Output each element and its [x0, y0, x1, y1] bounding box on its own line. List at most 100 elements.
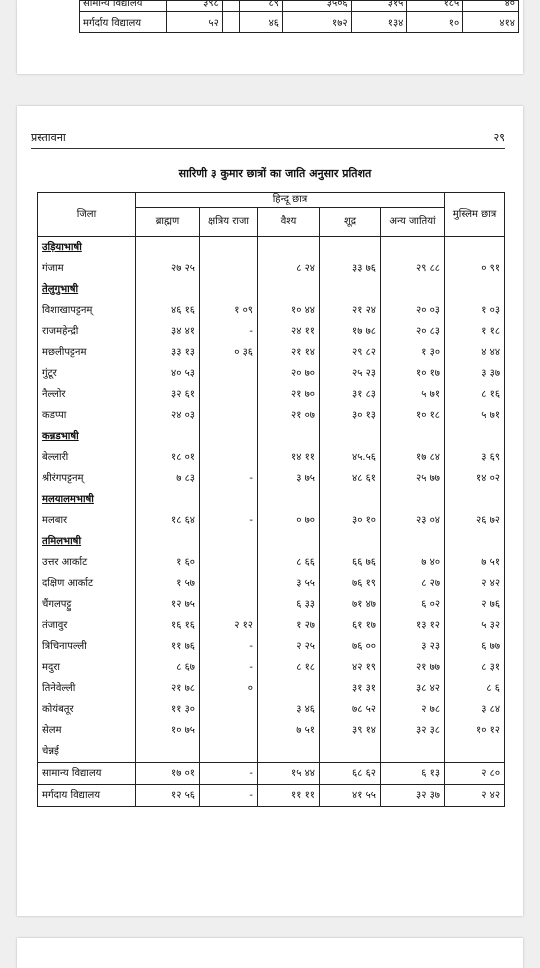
cell	[444, 741, 506, 763]
cell: ३ ५५	[257, 573, 320, 594]
cell: २ १२	[199, 615, 258, 636]
language-group-label: तेलुगुभाषी	[37, 279, 136, 300]
district-label: गुंटूर	[37, 363, 136, 384]
cell: १२ ७५	[135, 594, 200, 615]
cell: २० ०३	[379, 300, 446, 321]
district-label: तंजावुर	[37, 615, 136, 636]
cell: ६ १३	[379, 762, 446, 785]
cell: २१ ७८	[135, 678, 200, 699]
cell: ८ २७	[379, 573, 446, 594]
table-row: बेल्लारी १८ ०१ १४ ११ ४५.५६ १७ ८४ ३ ६९	[37, 447, 506, 468]
cell: ६८ ६२	[319, 762, 381, 785]
cell	[199, 573, 258, 594]
table-row: श्रीरंगपट्टनम् ७ ८३-३ ७५ ४८ ६१ २५ ७७ १४ ०२	[37, 468, 506, 489]
cell	[199, 258, 258, 279]
cell	[379, 489, 446, 510]
cell: ८ ६६	[257, 552, 320, 573]
cell: १२ ५६	[135, 784, 200, 807]
cell: ३५०६	[281, 0, 352, 12]
table-row: चैंगलपट्टु १२ ७५ ६ ३३ ७१ ४७ ६ ०२ २ ७६	[37, 594, 506, 615]
cell: १३ १२	[379, 615, 446, 636]
table-row: चेन्नई	[37, 741, 506, 763]
cell: ७ ५१	[257, 720, 320, 741]
cell: -	[199, 657, 258, 678]
cell	[135, 531, 200, 552]
header-muslim-students: मुस्लिम छात्र	[444, 192, 506, 237]
cell: ६ ०२	[379, 594, 446, 615]
cell: ७ ५१	[444, 552, 506, 573]
table-row: गुंटूर ४० ५३ २० ७० २५ २३ १० १७ ३ ३७	[37, 363, 506, 384]
header-vaishya: वैश्य	[257, 207, 320, 237]
district-label: मदुरा	[37, 657, 136, 678]
table-row: तंजावुर १६ १६ २ १२ १ २७ ६१ १७ १३ १२ ५ ३२	[37, 615, 506, 636]
cell: -	[199, 784, 258, 807]
cell: ६ ७७	[444, 636, 506, 657]
cell	[135, 279, 200, 300]
cell: -	[199, 468, 258, 489]
table-row: नैल्लोर ३२ ६१ २१ ७० ३१ ८३ ५ ७१ ८ १६	[37, 384, 506, 405]
table-caption: सारिणी ३ कुमार छात्रों का जाति अनुसार प्…	[178, 167, 372, 180]
table-row: मर्गदाय विद्यालय १२ ५६-११ ११ ४१ ५५ ३२ ३७ २ ४…	[37, 784, 506, 807]
district-label: श्रीरंगपट्टनम्	[37, 468, 136, 489]
cell: ३९ १४	[319, 720, 381, 741]
cell: २० ७०	[257, 363, 320, 384]
cell	[199, 279, 258, 300]
cell: २९ ८२	[319, 342, 381, 363]
cell	[379, 279, 446, 300]
cell: २ ४२	[444, 784, 506, 807]
district-label: मर्गदाय विद्यालय	[37, 784, 136, 807]
cell	[199, 447, 258, 468]
cell: -	[199, 762, 258, 785]
cell: २१ ७०	[257, 384, 320, 405]
cell	[257, 236, 320, 258]
group-heading-row: उड़ियाभाषी	[37, 236, 506, 258]
cell: ३ ६९	[444, 447, 506, 468]
cell	[135, 741, 200, 763]
table-body: उड़ियाभाषी गंजाम २७ २५ ८ २४ ३३ ७६ २९ ८८ ० ९१ ते…	[37, 236, 506, 807]
cell: २१ १४	[257, 342, 320, 363]
cell: ८ ३१	[444, 657, 506, 678]
cell: १०	[406, 11, 464, 33]
cell: २५ ७७	[379, 468, 446, 489]
previous-page-fragment: सामान्य विद्यालय ३९८ ८९ ३५०६ ३१५ १८५ ४० …	[17, 0, 523, 74]
cell	[199, 531, 258, 552]
cell	[135, 426, 200, 447]
page-number: २९	[493, 131, 505, 144]
cell: ३१ ३१	[319, 678, 381, 699]
header-row: ब्राह्मण क्षत्रिय राजा वैश्य शूद्र अन्य …	[38, 207, 505, 237]
cell: ४०	[462, 0, 519, 12]
cell: ५ ७१	[444, 405, 506, 426]
cell: ३ ७५	[257, 468, 320, 489]
cell: ८ ६७	[135, 657, 200, 678]
cell: ७६ १९	[319, 573, 381, 594]
cell: १८५	[406, 0, 464, 12]
cell: २ ७६	[444, 594, 506, 615]
table-row: मछलीपट्टनम ३३ १३ ० ३६ २१ १४ २९ ८२ १ ३० ४ ४४	[37, 342, 506, 363]
cell: ४५.५६	[319, 447, 381, 468]
cell: ३१५	[350, 0, 408, 12]
cell	[257, 279, 320, 300]
cell: ८ २४	[257, 258, 320, 279]
cell: २ ७८	[379, 699, 446, 720]
table-row: सेलम १० ७५ ७ ५१ ३९ १४ ३२ ३८ १० १२	[37, 720, 506, 741]
cell	[199, 594, 258, 615]
district-label: मछलीपट्टनम	[37, 342, 136, 363]
cell: ५२	[166, 11, 223, 33]
cell: १ १८	[444, 321, 506, 342]
district-label: चेन्नई	[37, 741, 136, 763]
table-row: विशाखापट्टनम् ४६ १६ १ ०९ १० ४४ २१ २४ २० ०३ १ ०…	[37, 300, 506, 321]
cell: २ ८०	[444, 762, 506, 785]
caste-percentage-table: जिला हिन्दू छात्र मुस्लिम छात्र ब्राह्मण…	[37, 192, 506, 807]
group-heading-row: कन्नडभाषी	[37, 426, 506, 447]
cell: -	[199, 321, 258, 342]
cell	[199, 405, 258, 426]
district-label: चैंगलपट्टु	[37, 594, 136, 615]
table-row: तिनेवेल्ली २१ ७८ ० ३१ ३१ ३८ ४२ ८ ६	[37, 678, 506, 699]
cell	[444, 489, 506, 510]
language-group-label: तमिलभाषी	[37, 531, 136, 552]
cell: ४६ १६	[135, 300, 200, 321]
cell	[199, 489, 258, 510]
cell: ३२ ३८	[379, 720, 446, 741]
cell: १ ०३	[444, 300, 506, 321]
district-label: तिनेवेल्ली	[37, 678, 136, 699]
